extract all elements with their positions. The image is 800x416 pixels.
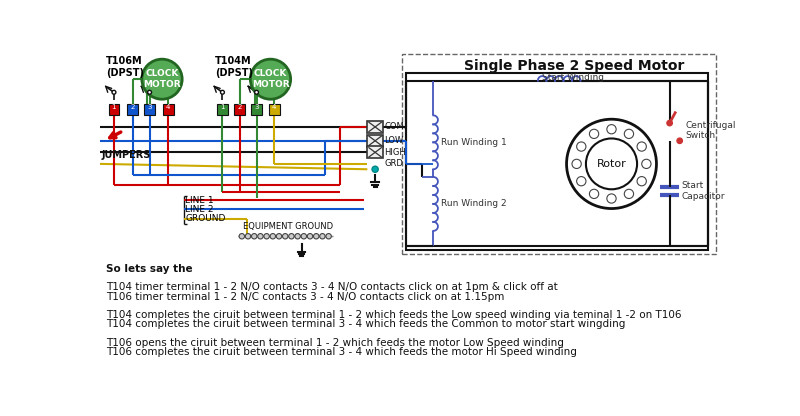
Circle shape — [221, 90, 224, 94]
Circle shape — [148, 90, 151, 94]
Text: T104 completes the ciruit between terminal 1 - 2 which feeds the Low speed windi: T104 completes the ciruit between termin… — [106, 310, 682, 320]
Circle shape — [251, 233, 257, 239]
Circle shape — [667, 120, 672, 126]
Bar — [367, 146, 383, 158]
Text: T106 opens the ciruit between terminal 1 - 2 which feeds the motor Low Speed win: T106 opens the ciruit between terminal 1… — [106, 338, 564, 348]
Bar — [109, 104, 119, 114]
Circle shape — [577, 176, 586, 186]
Text: LOW: LOW — [385, 136, 404, 145]
Bar — [234, 104, 245, 114]
Bar — [162, 104, 174, 114]
Text: T106 timer terminal 1 - 2 N/C contacts 3 - 4 N/O contacts click on at 1.15pm: T106 timer terminal 1 - 2 N/C contacts 3… — [106, 292, 505, 302]
Circle shape — [624, 189, 634, 198]
Circle shape — [301, 233, 306, 239]
Text: T104M
(DPST): T104M (DPST) — [214, 56, 253, 78]
Bar — [406, 73, 708, 250]
Text: CLOCK
MOTOR: CLOCK MOTOR — [143, 69, 181, 89]
Circle shape — [637, 176, 646, 186]
Text: GRD: GRD — [385, 159, 403, 168]
Circle shape — [590, 189, 598, 198]
Text: Start Winding: Start Winding — [542, 73, 604, 82]
Circle shape — [607, 125, 616, 134]
Text: 4: 4 — [272, 104, 277, 110]
Circle shape — [372, 166, 378, 172]
Circle shape — [566, 119, 657, 208]
Text: Start
Capacitor: Start Capacitor — [682, 181, 725, 201]
Text: 1: 1 — [220, 104, 225, 110]
Bar — [251, 104, 262, 114]
Text: So lets say the: So lets say the — [106, 264, 193, 274]
Bar — [367, 135, 383, 147]
Circle shape — [295, 233, 300, 239]
Bar — [127, 104, 138, 114]
Circle shape — [314, 233, 319, 239]
Circle shape — [642, 159, 651, 168]
Circle shape — [239, 233, 245, 239]
Text: COM.: COM. — [385, 122, 407, 131]
Text: 4: 4 — [166, 104, 170, 110]
Circle shape — [320, 233, 325, 239]
Text: T104 completes the ciruit between terminal 3 - 4 which feeds the Common to motor: T104 completes the ciruit between termin… — [106, 319, 626, 329]
Bar — [269, 104, 280, 114]
Circle shape — [677, 138, 682, 144]
Bar — [217, 104, 228, 114]
Circle shape — [258, 233, 263, 239]
Circle shape — [586, 139, 637, 189]
Text: 1: 1 — [112, 104, 116, 110]
Text: LINE 1: LINE 1 — [186, 196, 214, 205]
Text: GROUND: GROUND — [186, 214, 226, 223]
Circle shape — [637, 142, 646, 151]
Bar — [367, 121, 383, 133]
Circle shape — [250, 59, 290, 99]
Text: Single Phase 2 Speed Motor: Single Phase 2 Speed Motor — [464, 59, 685, 73]
Circle shape — [246, 233, 250, 239]
Circle shape — [590, 129, 598, 139]
Text: EQUIPMENT GROUND: EQUIPMENT GROUND — [243, 222, 334, 231]
Circle shape — [276, 233, 282, 239]
Circle shape — [307, 233, 313, 239]
Circle shape — [607, 194, 616, 203]
Circle shape — [282, 233, 288, 239]
Circle shape — [326, 233, 331, 239]
Circle shape — [289, 233, 294, 239]
Text: LINE 2: LINE 2 — [186, 205, 214, 214]
Text: 3: 3 — [147, 104, 152, 110]
Text: T104 timer terminal 1 - 2 N/O contacts 3 - 4 N/O contacts click on at 1pm & clic: T104 timer terminal 1 - 2 N/O contacts 3… — [106, 282, 558, 292]
Text: Run Winding 1: Run Winding 1 — [441, 138, 506, 147]
Text: Rotor: Rotor — [597, 159, 626, 169]
Circle shape — [270, 233, 275, 239]
Circle shape — [264, 233, 270, 239]
Bar — [402, 54, 716, 254]
Circle shape — [624, 129, 634, 139]
Text: CLOCK
MOTOR: CLOCK MOTOR — [252, 69, 290, 89]
Text: 2: 2 — [238, 104, 242, 110]
Text: HIGH: HIGH — [385, 148, 406, 157]
Circle shape — [142, 59, 182, 99]
Circle shape — [577, 142, 586, 151]
Circle shape — [572, 159, 582, 168]
Circle shape — [112, 90, 116, 94]
Text: Run Winding 2: Run Winding 2 — [441, 199, 506, 208]
Circle shape — [254, 90, 258, 94]
Text: 2: 2 — [130, 104, 134, 110]
Text: T106 completes the ciruit between terminal 3 - 4 which feeds the motor Hi Speed : T106 completes the ciruit between termin… — [106, 347, 577, 357]
Text: JUMPERS: JUMPERS — [102, 150, 151, 160]
Text: Centrifugal
Switch: Centrifugal Switch — [685, 121, 736, 141]
Text: T106M
(DPST): T106M (DPST) — [106, 56, 144, 78]
Bar — [144, 104, 155, 114]
Text: 3: 3 — [254, 104, 259, 110]
